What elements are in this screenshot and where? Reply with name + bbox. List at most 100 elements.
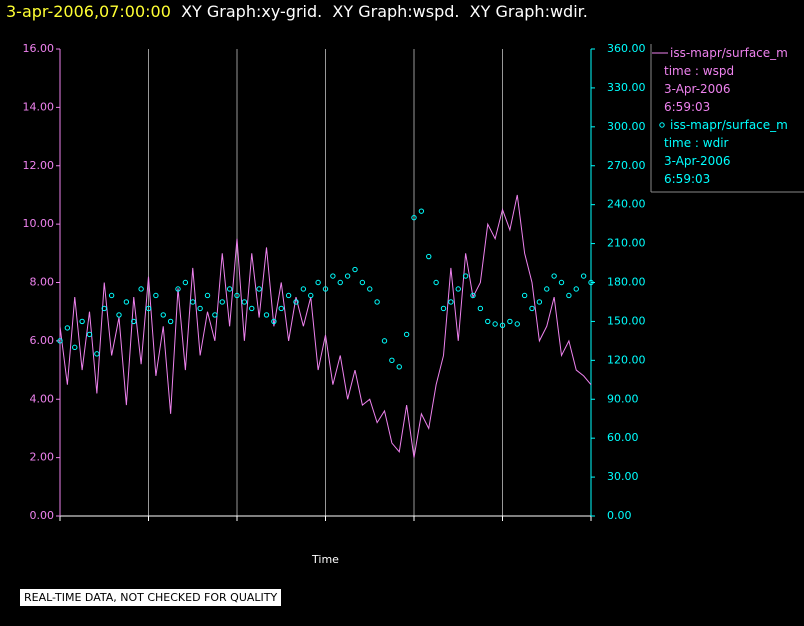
- chart-title: XY Graph:xy-grid. XY Graph:wspd. XY Grap…: [181, 2, 588, 21]
- data-point: [477, 305, 484, 312]
- data-point: [418, 208, 425, 214]
- legend-label: iss-mapr/surface_m: [670, 118, 788, 132]
- data-point: [566, 292, 572, 299]
- data-point: [271, 318, 277, 325]
- data-point: [315, 279, 321, 286]
- x-tick-label: 3-Apr-2006 1:00:00: [0, 57, 156, 76]
- data-point: [448, 299, 454, 305]
- legend-detail: time : wdir: [664, 136, 729, 150]
- data-point: [440, 305, 447, 312]
- legend-detail: 6:59:03: [664, 172, 711, 186]
- y-tick-label: 12.00: [23, 159, 55, 172]
- data-point: [256, 286, 262, 292]
- y2-tick-label: 60.00: [607, 431, 639, 444]
- legend: iss-mapr/surface_m time : wspd 3-Apr-2006 6…: [652, 44, 804, 188]
- y-tick-label: 14.00: [23, 100, 55, 113]
- data-point: [322, 286, 329, 292]
- data-point: [551, 273, 557, 279]
- data-point: [190, 299, 196, 305]
- data-point: [521, 292, 528, 299]
- series-line: [59, 194, 592, 458]
- data-point: [367, 286, 373, 292]
- data-point: [389, 357, 395, 364]
- y2-tick-label: 300.00: [607, 120, 646, 133]
- legend-label: iss-mapr/surface_m: [670, 46, 788, 60]
- legend-marker: [659, 122, 665, 128]
- data-point: [72, 344, 78, 351]
- data-point: [101, 305, 107, 312]
- data-point: [131, 318, 137, 325]
- data-point: [374, 299, 380, 305]
- data-point: [558, 279, 565, 286]
- data-point: [381, 338, 388, 344]
- data-point: [278, 305, 284, 312]
- data-point: [544, 286, 550, 292]
- data-point: [403, 331, 410, 338]
- y2-tick-label: 0.00: [607, 509, 632, 522]
- y2-tick-label: 180.00: [607, 276, 646, 289]
- x-tick-label: 3-Apr-2006 3:00:00: [0, 76, 156, 95]
- y-tick-label: 10.00: [23, 217, 55, 230]
- data-point: [234, 292, 240, 299]
- timestamp: 3-apr-2006,07:00:00: [6, 2, 171, 21]
- data-point: [197, 305, 203, 312]
- x-tick-label: 2-Apr-2006 19:00:00: [0, 0, 166, 19]
- x-tick-label: 2-Apr-2006 23:00:00: [0, 38, 166, 57]
- data-point: [492, 321, 498, 327]
- data-point: [588, 279, 594, 286]
- data-point: [507, 318, 513, 325]
- data-point: [167, 318, 174, 325]
- legend-symbol: [652, 52, 668, 54]
- data-point: [359, 279, 366, 286]
- data-point: [344, 273, 351, 279]
- y2-tick-label: 30.00: [607, 470, 639, 483]
- data-point: [396, 364, 402, 370]
- data-point: [411, 214, 417, 221]
- data-point: [212, 312, 218, 318]
- y-tick-label: 8.00: [30, 276, 55, 289]
- data-point: [57, 338, 63, 344]
- data-point: [145, 305, 152, 312]
- y2-tick-label: 270.00: [607, 159, 646, 172]
- data-point: [226, 286, 233, 292]
- data-point: [330, 273, 336, 279]
- data-point: [138, 286, 144, 292]
- data-point: [86, 331, 93, 338]
- data-point: [499, 322, 506, 329]
- data-point: [285, 292, 292, 299]
- y2-tick-label: 210.00: [607, 237, 646, 250]
- legend-detail: 3-Apr-2006: [664, 154, 731, 168]
- x-tick-label: 3-Apr-2006 7:00:00: [0, 114, 156, 133]
- y-tick-label: 16.00: [23, 42, 55, 55]
- y2-tick-label: 90.00: [607, 392, 639, 405]
- y-tick-label: 4.00: [30, 392, 55, 405]
- data-point: [160, 312, 166, 318]
- data-point: [300, 286, 307, 292]
- data-point: [426, 253, 432, 260]
- y2-tick-label: 240.00: [607, 198, 646, 211]
- data-point: [123, 299, 130, 305]
- quality-note: REAL-TIME DATA, NOT CHECKED FOR QUALITY: [20, 589, 282, 606]
- legend-detail: time : wspd: [664, 64, 735, 78]
- data-point: [94, 351, 100, 357]
- data-point: [64, 325, 71, 331]
- data-point: [352, 266, 358, 273]
- data-point: [79, 318, 85, 325]
- y2-tick-label: 330.00: [607, 81, 646, 94]
- y-tick-label: 2.00: [30, 451, 55, 464]
- legend-symbol: [659, 122, 665, 128]
- y2-tick-label: 120.00: [607, 353, 646, 366]
- header: 3-apr-2006,07:00:00 XY Graph:xy-grid. XY…: [6, 2, 588, 21]
- data-point: [219, 299, 225, 305]
- data-point: [455, 286, 461, 292]
- legend-entry: iss-mapr/surface_m: [652, 44, 804, 62]
- y-tick-label: 6.00: [30, 334, 55, 347]
- y-tick-label: 0.00: [30, 509, 55, 522]
- data-point: [433, 279, 439, 286]
- y2-tick-label: 360.00: [607, 42, 646, 55]
- x-axis-label: Time: [312, 553, 339, 566]
- data-point: [182, 279, 189, 286]
- data-point: [536, 299, 543, 305]
